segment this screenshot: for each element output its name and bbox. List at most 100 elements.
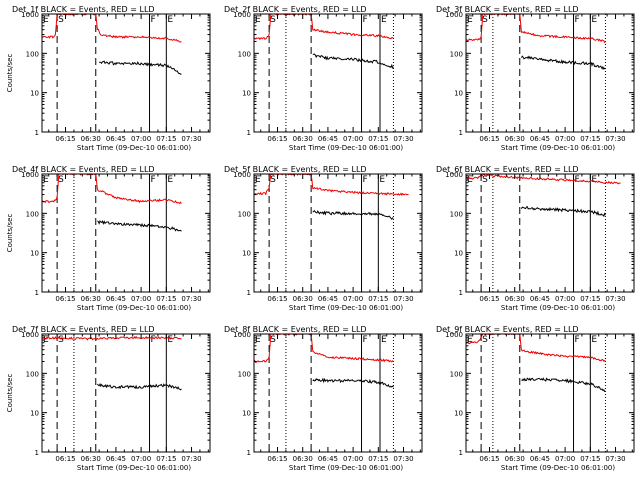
event-marker-label: E <box>467 175 473 185</box>
y-tick-label: 1 <box>459 449 463 457</box>
x-tick-label: 07:30 <box>181 455 201 463</box>
event-marker-label: E <box>255 335 261 345</box>
chart-title: Det_1f BLACK = Events, RED = LLD <box>12 5 155 14</box>
events-series-line <box>312 377 394 388</box>
x-tick-label: 06:45 <box>318 295 338 303</box>
event-marker-label: S <box>482 335 488 345</box>
events-series-line <box>99 60 182 75</box>
x-tick-label: 07:15 <box>156 295 176 303</box>
x-tick-label: 07:30 <box>393 455 413 463</box>
x-axis-label: Start Time (09-Dec-10 06:01:00) <box>501 464 615 472</box>
x-axis-label: Start Time (09-Dec-10 06:01:00) <box>77 144 191 152</box>
event-marker-label: E <box>379 175 385 185</box>
x-tick-label: 06:15 <box>55 295 75 303</box>
x-tick-label: 06:15 <box>479 135 499 143</box>
plot-frame <box>253 13 423 133</box>
event-marker-label: E <box>255 15 261 25</box>
x-tick-label: 06:45 <box>530 455 550 463</box>
y-tick-label: 1000 <box>445 331 463 339</box>
lld-series-line <box>466 173 621 185</box>
plot-frame <box>465 173 635 293</box>
x-tick-label: 06:45 <box>106 455 126 463</box>
x-tick-label: 06:30 <box>293 455 313 463</box>
x-axis-label: Start Time (09-Dec-10 06:01:00) <box>501 144 615 152</box>
events-series-line <box>521 377 606 392</box>
x-tick-label: 07:15 <box>580 455 600 463</box>
chart-title: Det_3f BLACK = Events, RED = LLD <box>436 5 579 14</box>
y-tick-label: 1000 <box>233 331 251 339</box>
x-tick-label: 07:30 <box>393 295 413 303</box>
y-tick-label: 1000 <box>21 11 39 19</box>
x-axis-label: Start Time (09-Dec-10 06:01:00) <box>501 304 615 312</box>
x-tick-label: 06:15 <box>479 455 499 463</box>
x-tick-label: 07:15 <box>368 295 388 303</box>
y-tick-label: 1000 <box>233 171 251 179</box>
events-series-line <box>97 219 182 232</box>
x-tick-label: 07:15 <box>156 455 176 463</box>
chart-title: Det_9f BLACK = Events, RED = LLD <box>436 325 579 334</box>
x-axis-label: Start Time (09-Dec-10 06:01:00) <box>289 304 403 312</box>
x-tick-label: 06:45 <box>318 455 338 463</box>
x-tick-label: 06:45 <box>530 295 550 303</box>
x-tick-label: 06:45 <box>530 135 550 143</box>
y-tick-label: 100 <box>26 50 39 58</box>
y-tick-label: 1000 <box>21 331 39 339</box>
plot-frame <box>253 173 423 293</box>
event-marker-label: F <box>151 175 156 185</box>
x-tick-label: 07:00 <box>555 295 575 303</box>
event-marker-label: F <box>151 335 156 345</box>
event-marker-label: F <box>363 335 368 345</box>
x-axis-label: Start Time (09-Dec-10 06:01:00) <box>77 304 191 312</box>
chart-title: Det_4f BLACK = Events, RED = LLD <box>12 165 155 174</box>
y-tick-label: 100 <box>450 50 463 58</box>
chart-title: Det_2f BLACK = Events, RED = LLD <box>224 5 367 14</box>
y-tick-label: 10 <box>242 250 251 258</box>
x-tick-label: 07:00 <box>131 295 151 303</box>
y-tick-label: 100 <box>450 370 463 378</box>
x-tick-label: 06:30 <box>293 135 313 143</box>
y-tick-label: 1 <box>247 129 251 137</box>
event-marker-label: S <box>270 175 276 185</box>
chart-title: Det_8f BLACK = Events, RED = LLD <box>224 325 367 334</box>
chart-title: Det_6f BLACK = Events, RED = LLD <box>436 165 579 174</box>
y-tick-label: 10 <box>30 410 39 418</box>
x-tick-label: 07:30 <box>605 455 625 463</box>
y-tick-label: 10 <box>454 90 463 98</box>
y-tick-label: 1000 <box>445 11 463 19</box>
y-tick-label: 100 <box>450 210 463 218</box>
chart-title: Det_5f BLACK = Events, RED = LLD <box>224 165 367 174</box>
plot-frame <box>41 173 211 293</box>
x-tick-label: 07:00 <box>343 295 363 303</box>
x-tick-label: 07:30 <box>605 135 625 143</box>
x-axis-label: Start Time (09-Dec-10 06:01:00) <box>77 464 191 472</box>
events-series-line <box>312 53 394 69</box>
event-marker-label: S <box>58 15 64 25</box>
x-tick-label: 07:15 <box>156 135 176 143</box>
x-tick-label: 07:00 <box>131 455 151 463</box>
event-marker-label: E <box>381 15 387 25</box>
event-marker-label: F <box>575 335 580 345</box>
x-tick-label: 07:00 <box>555 135 575 143</box>
y-axis-label: Counts/sec <box>6 214 14 253</box>
x-tick-label: 06:30 <box>505 455 525 463</box>
y-tick-label: 10 <box>30 250 39 258</box>
y-tick-label: 1 <box>35 289 39 297</box>
event-marker-label: E <box>467 335 473 345</box>
event-marker-label: E <box>167 15 173 25</box>
x-tick-label: 06:30 <box>505 295 525 303</box>
x-tick-label: 06:45 <box>106 135 126 143</box>
x-tick-label: 06:15 <box>55 455 75 463</box>
events-series-line <box>312 209 394 221</box>
y-tick-label: 1 <box>247 289 251 297</box>
y-tick-label: 10 <box>242 410 251 418</box>
y-tick-label: 1 <box>247 449 251 457</box>
x-tick-label: 06:45 <box>106 295 126 303</box>
event-marker-label: E <box>43 335 49 345</box>
x-tick-label: 07:30 <box>393 135 413 143</box>
event-marker-label: E <box>381 335 387 345</box>
event-marker-label: S <box>58 335 64 345</box>
x-tick-label: 06:30 <box>81 455 101 463</box>
